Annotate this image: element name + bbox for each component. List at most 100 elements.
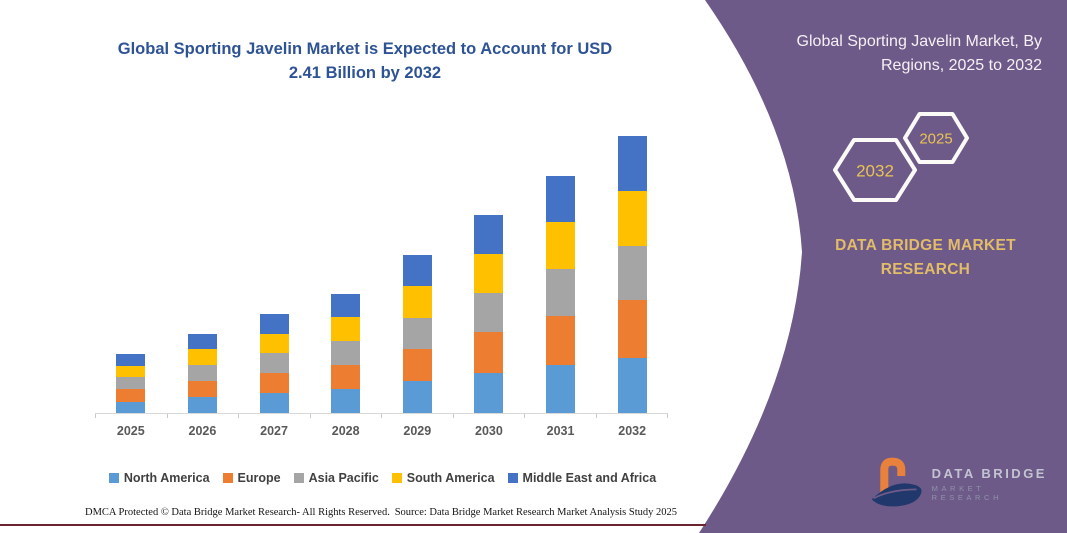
x-axis-label: 2025 bbox=[116, 424, 145, 438]
bar-segment-north-america bbox=[187, 396, 217, 413]
panel-title: Global Sporting Javelin Market, By Regio… bbox=[796, 33, 1042, 74]
axis-tick bbox=[311, 414, 382, 418]
axis-ticks bbox=[95, 414, 668, 418]
bar-segment-europe bbox=[617, 300, 647, 358]
legend-swatch-icon bbox=[391, 473, 402, 483]
bar-column bbox=[596, 135, 668, 413]
bar-segment-europe bbox=[187, 380, 217, 397]
hexagon-2032-label: 2032 bbox=[856, 162, 894, 181]
bar-segment-south-america bbox=[259, 333, 289, 354]
x-axis-label: 2029 bbox=[403, 424, 432, 438]
axis-tick bbox=[95, 414, 168, 418]
bar-segment-europe bbox=[546, 316, 576, 365]
x-axis-label: 2027 bbox=[260, 424, 288, 438]
dbmr-logo-text: DATA BRIDGE MARKET RESEARCH bbox=[932, 466, 1055, 502]
bar-segment-asia-pacific bbox=[187, 364, 217, 381]
legend-label: South America bbox=[406, 471, 495, 485]
bar-segment-north-america bbox=[331, 388, 361, 413]
axis-tick bbox=[239, 414, 311, 418]
dbmr-logo: DATA BRIDGE MARKET RESEARCH bbox=[870, 456, 1055, 512]
legend-item: Asia Pacific bbox=[293, 471, 379, 485]
bar-segment-north-america bbox=[474, 372, 504, 413]
bar-segment-south-america bbox=[617, 191, 647, 247]
bar-segment-north-america bbox=[402, 380, 432, 413]
legend-label: North America bbox=[123, 471, 210, 485]
bar-segment-asia-pacific bbox=[546, 269, 576, 317]
bar-segment-asia-pacific bbox=[259, 353, 289, 373]
bar-column bbox=[310, 293, 382, 413]
bar-segment-asia-pacific bbox=[617, 246, 647, 301]
legend-swatch-icon bbox=[293, 473, 304, 483]
x-axis-label: 2028 bbox=[331, 424, 360, 438]
axis-tick bbox=[168, 414, 239, 418]
legend-swatch-icon bbox=[108, 473, 119, 483]
bar-segment-middle-east-and-africa bbox=[546, 176, 576, 223]
stacked-bar-2026 bbox=[187, 333, 217, 413]
bar-column bbox=[382, 255, 454, 413]
bar-segment-south-america bbox=[402, 286, 432, 318]
bar-column bbox=[95, 354, 167, 413]
bar-segment-europe bbox=[331, 364, 361, 389]
bar-column bbox=[238, 313, 310, 413]
bar-column bbox=[453, 215, 525, 413]
axis-tick bbox=[525, 414, 597, 418]
logo-line2: MARKET RESEARCH bbox=[931, 484, 1003, 502]
brand-line1: DATA BRIDGE MARKET bbox=[835, 237, 1016, 254]
bar-column bbox=[525, 176, 597, 413]
hexagon-2025-badge: 2025 bbox=[903, 112, 969, 164]
bar-segment-south-america bbox=[546, 222, 576, 270]
bar-segment-middle-east-and-africa bbox=[116, 354, 146, 366]
x-axis-label: 2026 bbox=[188, 424, 217, 438]
legend-item: North America bbox=[108, 471, 210, 485]
hexagon-2032-badge: 2032 bbox=[833, 138, 917, 202]
legend-label: Europe bbox=[237, 471, 281, 485]
bar-segment-asia-pacific bbox=[331, 340, 361, 365]
bar-segment-europe bbox=[259, 372, 289, 394]
x-axis-label: 2031 bbox=[546, 424, 575, 438]
brand-line2: RESEARCH bbox=[880, 261, 971, 279]
stacked-bar-2031 bbox=[546, 176, 576, 413]
footer-source-text: Source: Data Bridge Market Research Mark… bbox=[394, 507, 677, 518]
bar-segment-asia-pacific bbox=[474, 293, 504, 333]
bar-segment-middle-east-and-africa bbox=[331, 293, 361, 317]
dbmr-logo-mark bbox=[871, 457, 922, 507]
brand-wordmark: DATA BRIDGE MARKET RESEARCH bbox=[808, 234, 1043, 282]
legend-label: Middle East and Africa bbox=[522, 471, 657, 485]
axis-tick bbox=[597, 414, 668, 418]
x-axis-label: 2032 bbox=[618, 424, 647, 438]
bar-segment-middle-east-and-africa bbox=[474, 215, 504, 255]
footer: DMCA Protected © Data Bridge Market Rese… bbox=[85, 507, 677, 518]
bar-segment-south-america bbox=[331, 316, 361, 341]
bar-segment-middle-east-and-africa bbox=[187, 333, 217, 349]
legend-label: Asia Pacific bbox=[308, 471, 379, 485]
bar-segment-middle-east-and-africa bbox=[617, 135, 647, 192]
bar-segment-north-america bbox=[546, 364, 576, 413]
chart-title: Global Sporting Javelin Market is Expect… bbox=[117, 40, 613, 82]
legend-item: Middle East and Africa bbox=[507, 471, 657, 485]
bar-segment-north-america bbox=[259, 393, 289, 413]
bar-segment-middle-east-and-africa bbox=[259, 313, 289, 334]
bar-segment-north-america bbox=[617, 357, 647, 413]
bar-segment-south-america bbox=[116, 365, 146, 378]
bar-segment-asia-pacific bbox=[116, 377, 146, 389]
bar-segment-europe bbox=[402, 348, 432, 381]
stacked-bar-2030 bbox=[474, 215, 504, 413]
legend-item: South America bbox=[391, 471, 495, 485]
footer-dmca-text: DMCA Protected © Data Bridge Market Rese… bbox=[85, 507, 390, 518]
stacked-bar-2025 bbox=[116, 354, 146, 413]
legend-swatch-icon bbox=[507, 473, 518, 483]
x-labels: 2025 2026 2027 2028 2029 2030 2031 2032 bbox=[95, 424, 668, 438]
stacked-bar-2027 bbox=[259, 313, 289, 413]
axis-tick bbox=[382, 414, 454, 418]
stacked-bar-2028 bbox=[331, 293, 361, 413]
bar-segment-south-america bbox=[474, 254, 504, 294]
axis-tick bbox=[454, 414, 525, 418]
bar-segment-europe bbox=[474, 332, 504, 373]
hexagon-2025-label: 2025 bbox=[919, 131, 952, 148]
logo-line1: DATA BRIDGE bbox=[931, 466, 1047, 481]
legend-swatch-icon bbox=[222, 473, 233, 483]
x-axis-label: 2030 bbox=[475, 424, 503, 438]
bar-segment-north-america bbox=[116, 401, 146, 413]
bar-segment-south-america bbox=[187, 348, 217, 365]
